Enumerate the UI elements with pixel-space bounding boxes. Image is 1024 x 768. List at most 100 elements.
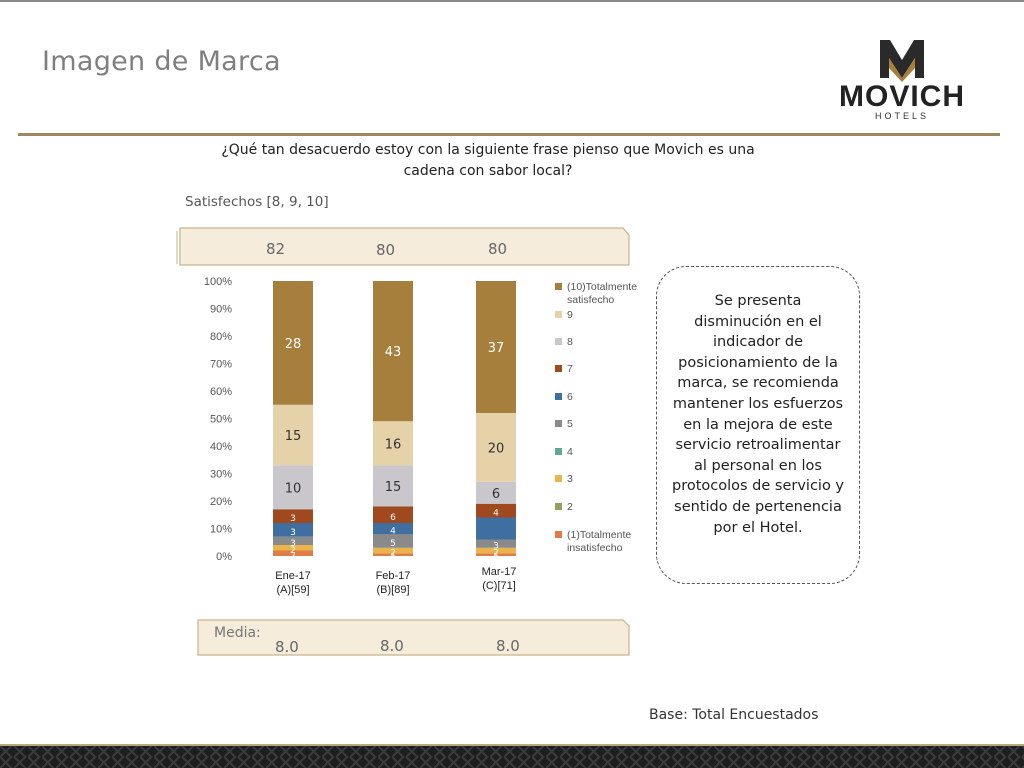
x-category-label: (B)[89]: [376, 584, 409, 596]
legend-label: (10)Totalmente: [567, 281, 637, 293]
analysis-callout: Se presenta disminución en el indicador …: [656, 266, 860, 584]
legend-label: (1)Totalmente: [567, 529, 631, 541]
y-tick-label: 60%: [210, 386, 232, 398]
legend-swatch: [555, 448, 562, 455]
y-tick-label: 30%: [210, 469, 232, 481]
x-category-label: (C)[71]: [482, 580, 516, 592]
bar-segment: [476, 553, 516, 556]
bar-segment: [273, 550, 313, 556]
data-label: 5: [390, 539, 396, 549]
y-tick-label: 20%: [210, 496, 232, 508]
y-tick-label: 80%: [210, 331, 232, 343]
bar-segment: [273, 545, 313, 551]
satisfied-value-mar: 80: [488, 240, 508, 258]
satisfied-banner: [176, 227, 630, 266]
satisfied-label: Satisfechos [8, 9, 10]: [185, 194, 329, 210]
bar-segment: [273, 465, 313, 510]
x-category-label: Ene-17: [275, 570, 310, 582]
data-label: 37: [488, 341, 505, 356]
legend-swatch: [555, 311, 562, 318]
legend-swatch: [555, 475, 562, 482]
media-label: Media:: [214, 625, 261, 641]
movich-m-logo-icon: MOVICH HOTELS: [839, 40, 965, 121]
bar-segment: [476, 547, 516, 554]
legend-label: 3: [567, 473, 573, 485]
legend-swatch: [555, 365, 562, 372]
data-label: 3: [290, 514, 296, 524]
bar-segment: [273, 404, 313, 466]
y-tick-label: 70%: [210, 359, 232, 371]
bar-segment: [373, 465, 413, 507]
bar-segment: [373, 553, 413, 556]
bar-segment: [373, 506, 413, 523]
data-label: 15: [285, 429, 302, 444]
bar-segment: [476, 413, 516, 482]
y-tick-label: 50%: [210, 414, 232, 426]
y-tick-label: 90%: [210, 304, 232, 316]
bar-segment: [273, 523, 313, 537]
y-tick-label: 100%: [204, 276, 232, 288]
data-label: 1: [390, 553, 396, 563]
legend-label: 9: [567, 309, 573, 321]
legend-label: 5: [567, 418, 573, 430]
data-label: 3: [493, 542, 499, 552]
satisfied-value-jan: 82: [266, 240, 286, 258]
bar-segment: [373, 547, 413, 554]
bar-segment: [476, 539, 516, 548]
logo-subtitle: HOTELS: [875, 111, 929, 121]
data-label: 2: [493, 549, 499, 559]
data-label: 3: [290, 539, 296, 549]
legend-label: 7: [567, 363, 573, 375]
bar-segment: [476, 517, 516, 540]
media-value-feb: 8.0: [380, 637, 404, 655]
x-category-label: (A)[59]: [276, 584, 309, 596]
legend-label: 6: [567, 391, 573, 403]
bar-segment: [273, 509, 313, 523]
data-label: 4: [493, 509, 499, 519]
data-label: 10: [285, 481, 302, 496]
data-label: 28: [285, 337, 302, 352]
data-label: 6: [390, 513, 396, 523]
legend-swatch: [555, 531, 562, 538]
data-label: 15: [385, 480, 402, 495]
data-label: 2: [290, 546, 296, 556]
logo-wordmark: MOVICH: [839, 80, 965, 113]
data-label: 2: [390, 549, 396, 559]
legend-label: 4: [567, 446, 573, 458]
legend-swatch: [555, 283, 562, 290]
data-label: 20: [488, 441, 505, 456]
survey-question: ¿Qué tan desacuerdo estoy con la siguien…: [221, 142, 755, 179]
bar-segment: [476, 481, 516, 504]
bar-segment: [273, 281, 313, 405]
legend-label-line2: insatisfecho: [567, 542, 623, 554]
y-tick-label: 10%: [210, 524, 232, 536]
data-label: 1: [493, 553, 499, 563]
top-border-line: [0, 0, 1024, 2]
bar-segment: [373, 523, 413, 534]
bar-segment: [373, 534, 413, 548]
legend-label: 8: [567, 336, 573, 348]
data-label: 43: [385, 345, 402, 360]
footer-accent-line: [0, 744, 1024, 746]
bar-segment: [373, 281, 413, 422]
legend-label: 2: [567, 501, 573, 513]
title-divider: [18, 133, 1000, 136]
legend-label-line2: satisfecho: [567, 294, 614, 306]
stacked-bar-chart: 0%10%20%30%40%50%60%70%80%90%100%2020333…: [204, 276, 637, 596]
data-label: 4: [390, 527, 396, 537]
footer-pattern-band: [0, 746, 1024, 768]
y-tick-label: 0%: [216, 551, 232, 563]
data-label: 6: [492, 487, 500, 502]
x-category-label: Mar-17: [482, 566, 517, 578]
media-value-mar: 8.0: [496, 637, 520, 655]
legend-swatch: [555, 338, 562, 345]
base-note: Base: Total Encuestados: [649, 707, 819, 723]
legend-swatch: [555, 503, 562, 510]
bar-segment: [373, 421, 413, 466]
bar-segment: [273, 536, 313, 545]
data-label: 2: [290, 551, 296, 561]
data-label: 3: [290, 528, 296, 538]
x-category-label: Feb-17: [376, 570, 411, 582]
legend-swatch: [555, 393, 562, 400]
data-label: 16: [385, 437, 402, 452]
